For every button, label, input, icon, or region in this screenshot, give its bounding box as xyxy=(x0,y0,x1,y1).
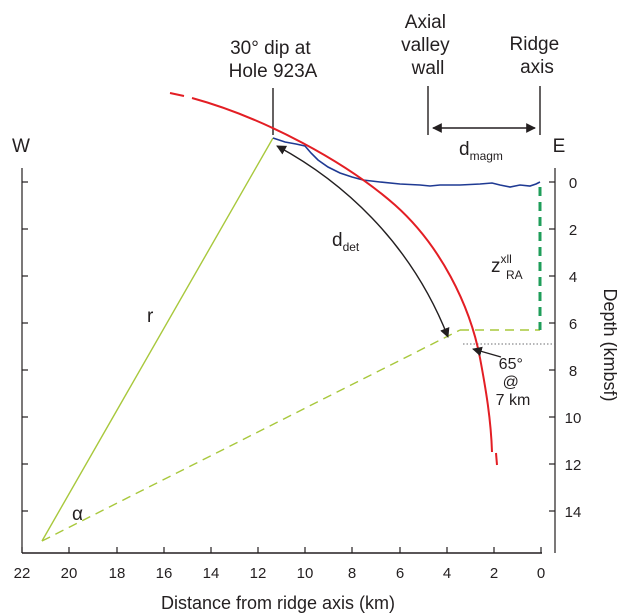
fault-line-lower-dash xyxy=(495,452,498,466)
dip65-label-line3: 7 km xyxy=(496,392,531,409)
x-tick-label: 12 xyxy=(250,565,267,582)
ridge-axis-label-line1: Ridge xyxy=(510,34,560,55)
y-axis-ticks xyxy=(22,181,555,512)
y-axis-title: Depth (kmbsf) xyxy=(600,288,617,401)
x-tick-label: 22 xyxy=(14,565,31,582)
x-tick-label: 4 xyxy=(443,565,451,582)
dip-hole-label: 30° dip at Hole 923A xyxy=(229,38,318,82)
z-ra-label-sup: xll xyxy=(501,252,512,266)
y-tick-label: 0 xyxy=(569,175,577,192)
d-det-arrow xyxy=(276,145,450,338)
y-tick-label: 10 xyxy=(565,410,582,427)
x-tick-label: 10 xyxy=(297,565,314,582)
west-label: W xyxy=(12,136,30,157)
dip-hole-label-line2: Hole 923A xyxy=(229,61,318,82)
d-magm-label: dmagm xyxy=(459,139,503,163)
x-tick-label: 8 xyxy=(348,565,356,582)
fault-line xyxy=(191,97,493,453)
x-tick-label: 0 xyxy=(537,565,545,582)
d-magm-label-main: d xyxy=(459,139,470,160)
d-det-label: ddet xyxy=(332,230,360,254)
z-ra-label-main: z xyxy=(491,256,501,277)
ridge-axis-label: Ridge axis xyxy=(510,34,565,78)
fault-line-upper-dash xyxy=(169,92,185,97)
y-tick-label: 12 xyxy=(565,457,582,474)
d-det-label-main: d xyxy=(332,230,343,251)
axial-valley-label-line3: wall xyxy=(411,58,445,79)
z-ra-label: zxll RA xyxy=(491,252,523,282)
dip-hole-label-line1: 30° dip at xyxy=(230,38,311,59)
axial-valley-label-line1: Axial xyxy=(405,12,446,33)
axial-valley-label-line2: valley xyxy=(401,35,450,56)
alpha-label: α xyxy=(72,504,83,525)
y-tick-label: 14 xyxy=(565,504,582,521)
dip65-arrow xyxy=(472,346,502,358)
ridge-axis-label-line2: axis xyxy=(520,57,554,78)
x-tick-label: 14 xyxy=(203,565,220,582)
x-tick-label: 20 xyxy=(61,565,78,582)
axial-valley-label: Axial valley wall xyxy=(401,12,455,79)
x-axis-title: Distance from ridge axis (km) xyxy=(161,593,395,613)
y-tick-label: 6 xyxy=(569,316,577,333)
dip65-label: 65° @ 7 km xyxy=(496,356,531,409)
y-tick-label: 8 xyxy=(569,363,577,380)
radius-line xyxy=(41,137,274,542)
radius-dashed-line xyxy=(41,329,461,542)
y-tick-label: 4 xyxy=(569,269,577,286)
d-det-label-sub: det xyxy=(343,240,360,254)
x-tick-label: 18 xyxy=(109,565,126,582)
x-tick-label: 2 xyxy=(490,565,498,582)
z-ra-label-sub: RA xyxy=(506,268,523,282)
x-tick-label: 16 xyxy=(156,565,173,582)
x-tick-label: 6 xyxy=(396,565,404,582)
x-axis-ticks xyxy=(21,547,542,553)
d-magm-label-sub: magm xyxy=(470,149,503,163)
radius-label: r xyxy=(147,306,154,327)
east-label: E xyxy=(553,136,566,157)
dip65-label-line2: @ xyxy=(503,374,519,391)
dip65-label-line1: 65° xyxy=(499,356,523,373)
y-tick-label: 2 xyxy=(569,222,577,239)
